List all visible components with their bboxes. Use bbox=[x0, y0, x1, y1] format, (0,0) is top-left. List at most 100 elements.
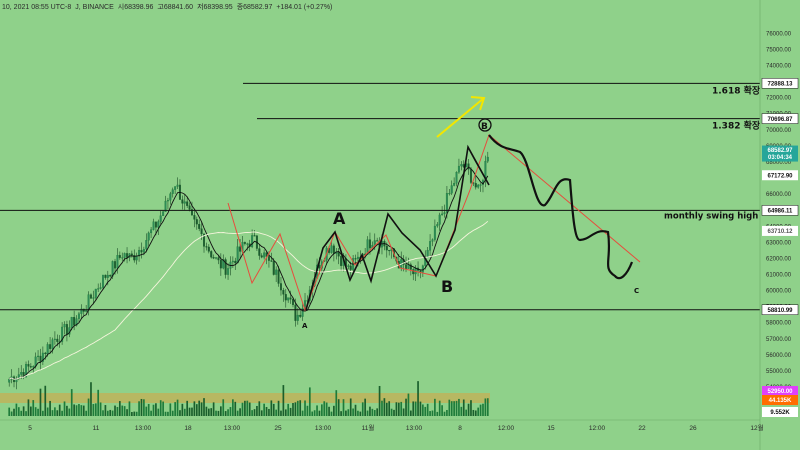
candle-body bbox=[37, 355, 40, 358]
volume-bar bbox=[143, 399, 145, 416]
volume-bar bbox=[13, 408, 15, 416]
time-tick-label: 12월 bbox=[750, 423, 763, 432]
volume-bar bbox=[308, 387, 311, 416]
wave-circle-B bbox=[478, 118, 492, 132]
volume-bar bbox=[340, 411, 342, 416]
chart-header: 10, 2021 08:55 UTC-8 J, BINANCE 시68398.9… bbox=[0, 0, 762, 16]
volume-bar bbox=[400, 401, 403, 416]
candle-body bbox=[46, 344, 49, 355]
candle-body bbox=[116, 255, 119, 269]
volume-bar bbox=[323, 401, 326, 416]
time-tick-label: 5 bbox=[28, 425, 32, 432]
volume-bar bbox=[92, 404, 95, 416]
volume-bar bbox=[292, 403, 294, 416]
time-tick-label: 15 bbox=[547, 425, 555, 432]
candle-body bbox=[121, 257, 124, 259]
volume-bar bbox=[390, 408, 393, 416]
candle-body bbox=[356, 256, 359, 259]
volume-bar bbox=[333, 405, 335, 416]
volume-badge bbox=[762, 407, 798, 417]
volume-bar bbox=[167, 411, 169, 416]
candle-body bbox=[142, 249, 145, 253]
last-price-badge bbox=[762, 145, 798, 162]
volume-bar bbox=[253, 409, 256, 416]
wave-label-circle-B: B bbox=[481, 122, 488, 132]
candle-body bbox=[304, 300, 307, 309]
volume-bar bbox=[301, 410, 304, 416]
volume-bar bbox=[419, 401, 422, 416]
candle-body bbox=[174, 186, 177, 190]
candle-body bbox=[412, 269, 415, 275]
volume-badge-label: 44.135K bbox=[769, 398, 792, 404]
candle-body bbox=[176, 184, 179, 187]
volume-bar bbox=[462, 399, 465, 416]
volume-bar bbox=[114, 405, 116, 416]
candle-body bbox=[164, 200, 167, 212]
candle-body bbox=[70, 317, 73, 328]
volume-bar bbox=[248, 402, 251, 416]
volume-bar bbox=[270, 400, 273, 416]
candle-body bbox=[109, 274, 112, 277]
wave-label-A: A bbox=[333, 209, 346, 228]
candle-body bbox=[368, 239, 371, 249]
volume-bar bbox=[263, 403, 265, 416]
time-axis-layer: 5 11 13:00 18 13:00 25 13:00 11월 13:00 8 12:00 15 12… bbox=[0, 419, 764, 432]
candle-body bbox=[224, 259, 227, 275]
wave-label-B: B bbox=[441, 277, 453, 296]
volume-bar bbox=[294, 402, 297, 416]
candle-body bbox=[253, 235, 256, 237]
volume-bar bbox=[191, 407, 193, 416]
volume-bar bbox=[212, 402, 215, 416]
candle-body bbox=[479, 184, 482, 186]
volume-bar bbox=[479, 404, 482, 416]
level-price-badge bbox=[761, 113, 799, 124]
volume-bar bbox=[20, 410, 23, 416]
candle-body bbox=[94, 288, 97, 298]
candle-body bbox=[467, 163, 470, 170]
volume-bar bbox=[193, 401, 196, 416]
volume-bar bbox=[70, 389, 73, 416]
candle-body bbox=[49, 344, 52, 349]
candle-body bbox=[426, 250, 429, 258]
time-tick-label: 11월 bbox=[362, 423, 375, 432]
volume-bar bbox=[417, 381, 419, 416]
candle-body bbox=[236, 246, 239, 264]
volume-bar bbox=[164, 411, 167, 416]
candle-body bbox=[292, 299, 294, 306]
volume-bar bbox=[49, 400, 51, 416]
volume-bar bbox=[106, 410, 109, 416]
volume-bar bbox=[97, 389, 100, 416]
level-annotation: 1.618 확장 bbox=[712, 84, 761, 96]
ohlc-high: 고68841.60 bbox=[157, 4, 194, 11]
candle-body bbox=[123, 253, 126, 258]
volume-bar bbox=[407, 393, 410, 416]
volume-bar bbox=[470, 400, 472, 416]
candle-body bbox=[301, 308, 304, 317]
candle-body bbox=[205, 246, 208, 248]
volume-bar bbox=[131, 411, 133, 416]
volume-bar bbox=[236, 410, 239, 416]
candle-body bbox=[477, 184, 480, 188]
price-tick-label: 70000.00 bbox=[766, 128, 792, 134]
time-tick-label: 22 bbox=[638, 425, 646, 432]
candle-body bbox=[441, 213, 444, 216]
candle-body bbox=[366, 239, 369, 255]
candle-body bbox=[260, 255, 263, 258]
volume-bar bbox=[54, 407, 56, 416]
volume-bar bbox=[195, 404, 198, 416]
ohlc-low: 저68398.95 bbox=[197, 4, 233, 11]
candle-body bbox=[147, 232, 150, 241]
volume-bar bbox=[446, 409, 448, 416]
volume-bar bbox=[207, 408, 210, 416]
candle-body bbox=[349, 265, 352, 270]
volume-bar bbox=[220, 406, 222, 416]
candle-body bbox=[102, 274, 104, 288]
volume-bar bbox=[42, 410, 44, 416]
volume-bar bbox=[210, 408, 213, 416]
candle-body bbox=[198, 223, 201, 229]
volume-bar bbox=[239, 408, 241, 416]
volume-bar bbox=[357, 410, 359, 416]
candle-body bbox=[61, 326, 64, 342]
volume-bar bbox=[280, 410, 282, 416]
